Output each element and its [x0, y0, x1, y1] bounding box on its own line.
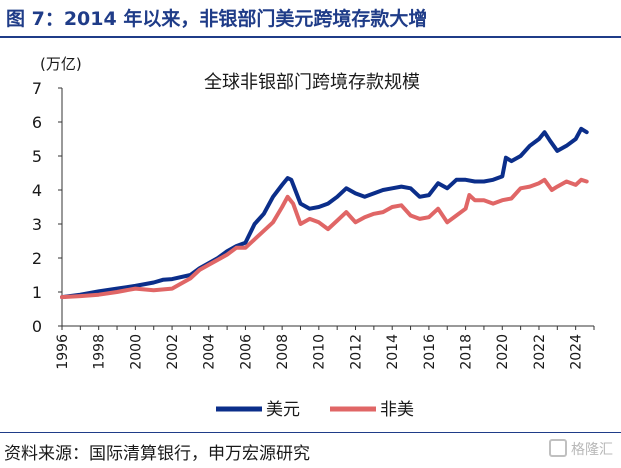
watermark-text: 格隆汇: [571, 442, 613, 458]
figure-title: 图 7：2014 年以来，非银部门美元跨境存款大增: [6, 8, 428, 30]
figure-header: 图 7：2014 年以来，非银部门美元跨境存款大增: [0, 0, 621, 38]
x-tick-label: 2006: [238, 334, 254, 370]
x-tick-label: 2004: [202, 334, 218, 370]
y-tick-label: 0: [32, 317, 42, 336]
watermark: 格隆汇: [549, 439, 613, 459]
x-tick-label: 2012: [348, 334, 364, 370]
x-tick-label: 2010: [312, 334, 328, 370]
watermark-logo-icon: [549, 439, 567, 457]
legend-label-usd: 美元: [266, 400, 300, 420]
x-tick-label: 2016: [422, 334, 438, 370]
line-chart: 全球非银部门跨境存款规模 (万亿) 0 1 2 3 4 5 6 7 1996 1998 2000 2002…: [32, 55, 595, 420]
series-line-non-usd: [60, 177, 589, 300]
y-tick-label: 5: [32, 147, 42, 166]
y-tick-label: 7: [32, 79, 42, 98]
y-tick-label: 3: [32, 215, 42, 234]
x-tick-label: 2014: [385, 334, 401, 370]
x-tick-label: 2024: [569, 334, 585, 370]
y-tick-label: 2: [32, 249, 42, 268]
x-tick-label: 2022: [532, 334, 548, 370]
y-tick-label: 1: [32, 283, 42, 302]
x-tick-label: 2002: [165, 334, 181, 370]
x-tick-label: 1998: [92, 334, 108, 370]
series-line-usd: [60, 126, 589, 300]
source-note: 资料来源：国际清算银行，申万宏源研究: [4, 444, 310, 464]
legend-label-non-usd: 非美: [380, 400, 414, 420]
y-tick-label: 4: [32, 181, 42, 200]
x-tick-label: 2018: [458, 334, 474, 370]
unit-label: (万亿): [40, 55, 82, 73]
x-tick-label: 2008: [275, 334, 291, 370]
x-tick-label: 2020: [495, 334, 511, 370]
figure-footer: 资料来源：国际清算银行，申万宏源研究 格隆汇: [0, 432, 621, 468]
x-tick-label: 2000: [128, 334, 144, 370]
chart-title: 全球非银部门跨境存款规模: [204, 72, 420, 93]
y-tick-label: 6: [32, 113, 42, 132]
x-tick-label: 1996: [55, 334, 71, 370]
